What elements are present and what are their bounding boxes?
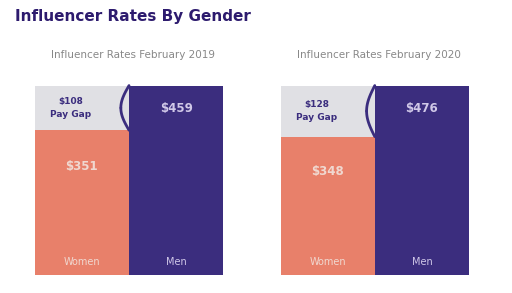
Bar bbox=[281, 137, 375, 275]
Bar bbox=[281, 86, 375, 137]
Bar bbox=[35, 130, 129, 275]
Text: Women: Women bbox=[309, 257, 346, 267]
Bar bbox=[35, 86, 129, 130]
Text: Men: Men bbox=[412, 257, 432, 267]
Text: $108
Pay Gap: $108 Pay Gap bbox=[50, 97, 91, 119]
Title: Influencer Rates February 2019: Influencer Rates February 2019 bbox=[51, 50, 215, 59]
Bar bbox=[129, 86, 223, 275]
Text: Influencer Rates By Gender: Influencer Rates By Gender bbox=[15, 9, 251, 24]
Text: $128
Pay Gap: $128 Pay Gap bbox=[296, 100, 337, 122]
Bar bbox=[375, 86, 469, 275]
Title: Influencer Rates February 2020: Influencer Rates February 2020 bbox=[297, 50, 461, 59]
Text: $348: $348 bbox=[311, 165, 344, 178]
Text: $459: $459 bbox=[160, 102, 193, 115]
Text: Men: Men bbox=[166, 257, 186, 267]
Text: Women: Women bbox=[63, 257, 100, 267]
Text: $351: $351 bbox=[66, 160, 98, 173]
Text: $476: $476 bbox=[406, 102, 438, 115]
